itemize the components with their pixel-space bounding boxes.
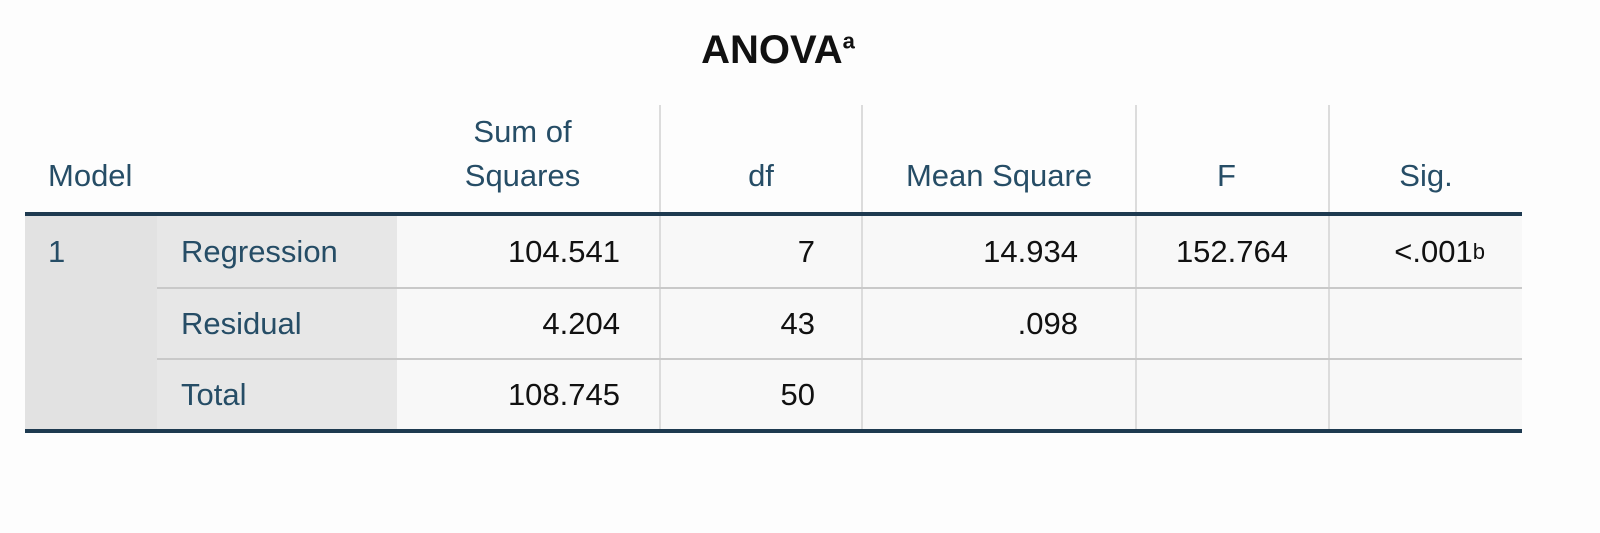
row-label: Total <box>181 376 247 412</box>
header-cell: Sum of Squares <box>464 114 581 193</box>
column-divider <box>861 105 863 431</box>
header-cell: Sig. <box>1399 158 1453 193</box>
cell: <.001 b <box>1394 233 1485 269</box>
row-divider <box>157 287 1522 289</box>
row-label: Residual <box>181 305 302 341</box>
label-column-bg <box>157 215 397 431</box>
cell: .098 <box>1017 305 1078 341</box>
header-cell: F <box>1217 158 1236 193</box>
column-divider <box>659 105 661 431</box>
data-bg <box>397 215 1522 431</box>
column-divider <box>1135 105 1137 431</box>
header-cell: Mean Square <box>905 158 1093 193</box>
cell: 43 <box>780 305 815 341</box>
title-footnote: a <box>842 28 855 54</box>
header-cell: Model <box>48 158 133 193</box>
row-label: Regression <box>181 233 338 269</box>
cell: 108.745 <box>507 376 620 412</box>
column-divider <box>1328 105 1330 431</box>
header-rule <box>25 212 1522 216</box>
header-cell: df <box>748 158 774 193</box>
cell: 50 <box>780 376 815 412</box>
model-column-bg <box>25 215 157 431</box>
cell: 14.934 <box>983 233 1078 269</box>
model-cell: 1 <box>48 233 66 269</box>
row-divider <box>157 358 1522 360</box>
table-title: ANOVAa <box>0 28 1556 73</box>
cell: 4.204 <box>542 305 620 341</box>
bottom-rule <box>25 429 1522 433</box>
title-text: ANOVA <box>701 28 843 72</box>
cell: 152.764 <box>1175 233 1288 269</box>
cell: 7 <box>797 233 815 269</box>
sig-value: <.001 <box>1394 233 1473 269</box>
cell: 104.541 <box>507 233 620 269</box>
